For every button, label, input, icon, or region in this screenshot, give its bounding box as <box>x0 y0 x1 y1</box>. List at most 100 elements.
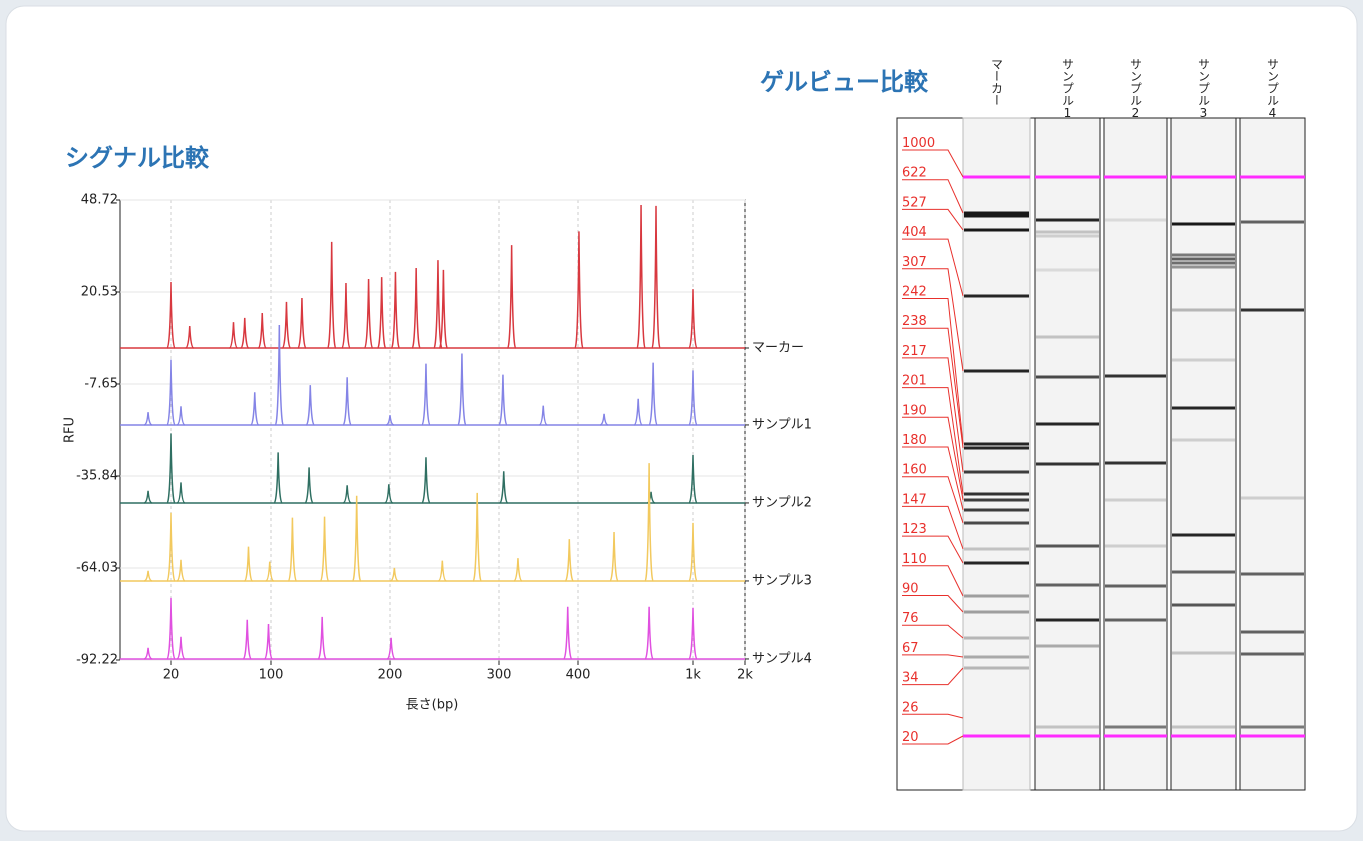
ladder-label: 67 <box>902 641 919 656</box>
band <box>964 370 1029 373</box>
ladder-label: 201 <box>902 374 927 389</box>
x-tick-label: 100 <box>259 668 284 683</box>
lane <box>1240 118 1305 790</box>
x-tick-label: 300 <box>487 668 512 683</box>
band <box>964 229 1029 232</box>
lane-header: サンプル1 <box>1061 58 1075 120</box>
ladder-label: 190 <box>902 403 927 418</box>
band <box>1036 645 1099 648</box>
y-axis-title: RFU <box>63 417 78 443</box>
band <box>964 447 1029 450</box>
ladder-label: 90 <box>902 582 919 597</box>
band <box>1172 534 1235 537</box>
band <box>1105 726 1166 729</box>
band <box>964 548 1029 551</box>
x-tick-label: 400 <box>566 668 591 683</box>
band <box>1241 631 1304 634</box>
band <box>964 595 1029 598</box>
band <box>1172 359 1235 362</box>
y-tick-label: -7.65 <box>84 376 118 391</box>
band <box>964 509 1029 512</box>
ladder-label: 307 <box>902 255 927 270</box>
ladder-label: 1000 <box>902 136 935 151</box>
band <box>1172 309 1235 312</box>
band <box>1105 545 1166 548</box>
band <box>1241 309 1304 312</box>
y-tick-label: -92.22 <box>76 653 118 668</box>
ladder-label: 242 <box>902 285 927 300</box>
band <box>1036 219 1099 222</box>
marker-line <box>1104 176 1167 179</box>
marker-line <box>1171 735 1236 738</box>
band <box>1036 619 1099 622</box>
y-tick-label: 20.53 <box>81 285 118 300</box>
band <box>964 637 1029 640</box>
band <box>964 215 1029 218</box>
lane <box>963 118 1030 790</box>
marker-line <box>963 735 1030 738</box>
band <box>1172 439 1235 442</box>
ladder-label: 34 <box>902 671 919 686</box>
band <box>1036 269 1099 272</box>
band <box>1105 499 1166 502</box>
band <box>1172 652 1235 655</box>
series-label: サンプル1 <box>752 417 812 432</box>
x-tick-label: 20 <box>163 668 180 683</box>
band <box>1172 266 1235 269</box>
band <box>1036 423 1099 426</box>
x-tick-label: 200 <box>378 668 403 683</box>
band <box>1105 375 1166 378</box>
band <box>964 499 1029 502</box>
band <box>1036 235 1099 238</box>
lane <box>1171 118 1236 790</box>
band <box>1105 219 1166 222</box>
page: シグナル比較 長さ(bp) RFU ゲルビュー比較 マーカーサンプル1サンプル2… <box>0 0 1363 837</box>
ladder-label: 217 <box>902 344 927 359</box>
ladder-label: 147 <box>902 492 927 507</box>
x-tick-label: 1k <box>685 668 701 683</box>
series-label: マーカー <box>752 341 804 356</box>
band <box>1241 221 1304 224</box>
band <box>964 611 1029 614</box>
ladder-label: 527 <box>902 195 927 210</box>
band <box>1105 585 1166 588</box>
lane-header: サンプル2 <box>1129 58 1143 120</box>
marker-line <box>1035 176 1100 179</box>
marker-line <box>1240 176 1305 179</box>
band <box>964 471 1029 474</box>
chart-title: シグナル比較 <box>65 144 210 172</box>
band <box>1172 571 1235 574</box>
y-tick-label: -64.03 <box>76 560 118 575</box>
lane-header: マーカー <box>990 58 1004 106</box>
band <box>1036 231 1099 234</box>
series-label: サンプル2 <box>752 495 812 510</box>
marker-line <box>1104 735 1167 738</box>
y-tick-label: -35.84 <box>76 468 118 483</box>
band <box>964 212 1029 215</box>
marker-line <box>1171 176 1236 179</box>
band <box>1036 463 1099 466</box>
lane-header: サンプル4 <box>1266 58 1280 120</box>
gel-title: ゲルビュー比較 <box>760 68 929 96</box>
band <box>964 562 1029 565</box>
plot-area <box>120 200 745 660</box>
band <box>1172 258 1235 261</box>
band <box>964 656 1029 659</box>
marker-line <box>1240 735 1305 738</box>
band <box>1172 604 1235 607</box>
ladder-label: 404 <box>902 225 927 240</box>
band <box>1172 262 1235 265</box>
band <box>1241 497 1304 500</box>
band <box>1036 726 1099 729</box>
band <box>1036 545 1099 548</box>
ladder-label: 20 <box>902 730 919 745</box>
marker-line <box>963 176 1030 179</box>
band <box>964 522 1029 525</box>
band <box>1036 584 1099 587</box>
ladder-label: 180 <box>902 433 927 448</box>
band <box>964 667 1029 670</box>
band <box>1172 254 1235 257</box>
ladder-label: 123 <box>902 522 927 537</box>
band <box>1105 619 1166 622</box>
x-tick-label: 2k <box>737 668 753 683</box>
